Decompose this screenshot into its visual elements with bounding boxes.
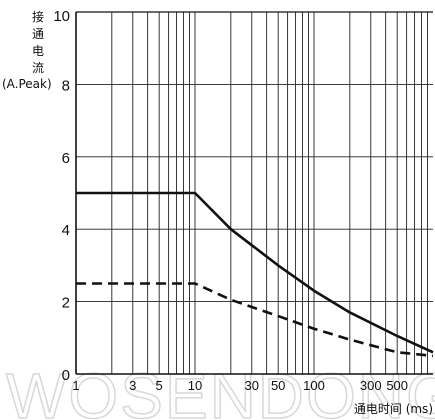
y-tick-label: 0: [62, 367, 70, 384]
grid: [76, 12, 433, 374]
y-axis-label-char: 通: [32, 27, 44, 41]
series-line-dashed: [76, 282, 434, 358]
y-axis-label: 接 通 电 流 (A.Peak): [2, 9, 52, 91]
series-line-solid: [76, 191, 434, 354]
x-tick-label: 50: [271, 378, 285, 393]
x-tick-label: 1: [72, 378, 79, 393]
x-tick-label: 500: [386, 378, 408, 393]
x-tick-label: 3: [129, 378, 136, 393]
series-group: [76, 191, 434, 358]
x-tick-label: 100: [303, 378, 325, 393]
x-axis-label: 通电时间 (ms): [354, 402, 433, 416]
y-axis-label-char: 接: [32, 9, 44, 24]
x-tick-label: 10: [188, 378, 202, 393]
x-tick-label: 300: [360, 378, 382, 393]
axes: [75, 11, 433, 375]
x-tick-label: 30: [245, 378, 259, 393]
watermark-text: WOSENDONG: [6, 360, 435, 420]
y-axis-label-char: 流: [32, 61, 44, 75]
y-tick-label: 10: [53, 8, 70, 25]
y-tick-label: 8: [62, 77, 70, 94]
y-axis-label-char: 电: [32, 44, 44, 58]
y-tick-label: 4: [62, 222, 70, 239]
tick-labels: 0 2 4 6 8 10 1 3 5 10 30 50 100 300 500: [53, 8, 408, 393]
y-axis-unit: (A.Peak): [2, 77, 52, 91]
x-tick-label: 5: [156, 378, 163, 393]
y-tick-label: 6: [62, 150, 70, 167]
y-tick-label: 2: [62, 295, 70, 312]
